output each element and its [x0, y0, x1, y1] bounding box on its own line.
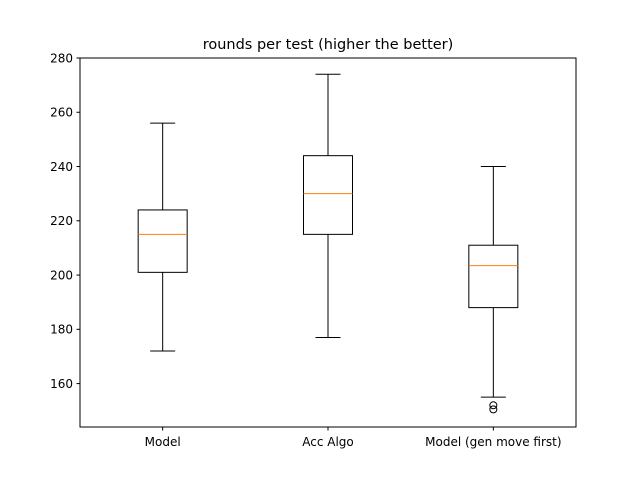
iqr-box [137, 209, 188, 273]
chart-title: rounds per test (higher the better) [203, 37, 454, 53]
y-tick-label: 220 [50, 214, 73, 228]
outlier-point [489, 405, 498, 414]
y-tick-label: 280 [50, 51, 73, 65]
x-tick-label: Model (gen move first) [425, 435, 561, 449]
y-tick-label: 180 [50, 323, 73, 337]
y-tick-label: 240 [50, 160, 73, 174]
y-tick-label: 160 [50, 377, 73, 391]
x-tick-label: Acc Algo [302, 435, 354, 449]
outlier-point [489, 401, 498, 410]
y-tick-label: 260 [50, 106, 73, 120]
plot-area: 160 180 200 220 240 260 280 Model Acc Algo Model … [50, 51, 577, 449]
y-tick-label: 200 [50, 268, 73, 282]
iqr-box [303, 155, 353, 235]
x-tick-label: Model [145, 435, 181, 449]
iqr-box [468, 244, 519, 309]
